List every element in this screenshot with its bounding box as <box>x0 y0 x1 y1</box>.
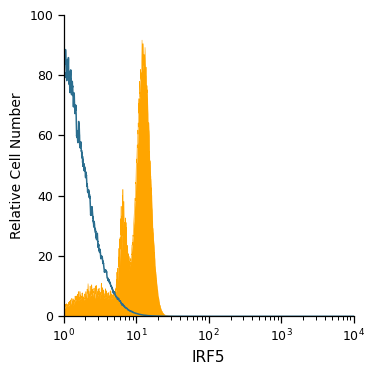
Y-axis label: Relative Cell Number: Relative Cell Number <box>10 92 24 239</box>
X-axis label: IRF5: IRF5 <box>192 350 225 365</box>
